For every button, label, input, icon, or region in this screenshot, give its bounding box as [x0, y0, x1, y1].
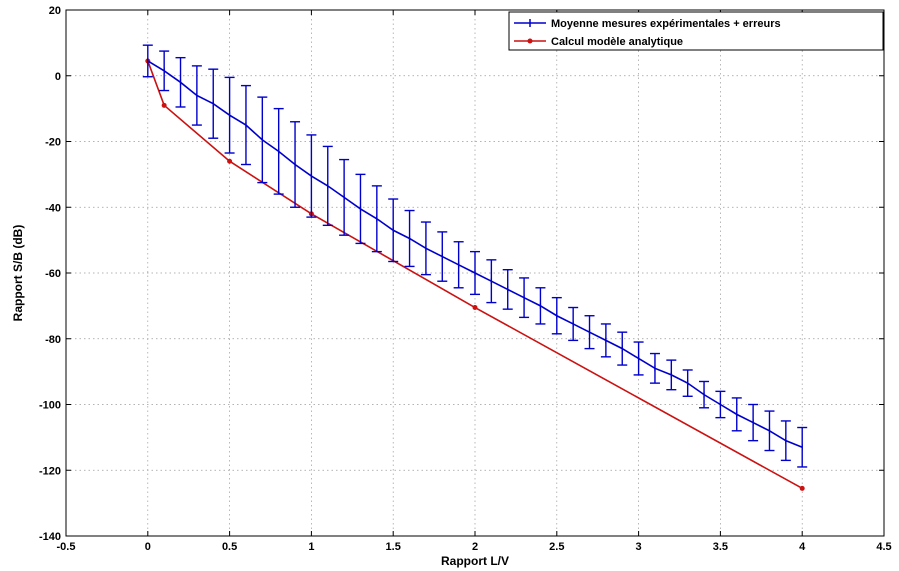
series-line-analytical-model: [147, 60, 803, 490]
x-tick-label: 4.5: [876, 541, 891, 553]
y-tick-label: -100: [39, 400, 61, 412]
legend-box: [508, 11, 884, 51]
x-tick-label: 4: [799, 541, 806, 553]
y-tick-label: -60: [45, 268, 61, 280]
x-tick-label: 2: [472, 541, 478, 553]
y-tick-label: -40: [45, 202, 61, 214]
legend: Moyenne mesures expérimentales + erreurs…: [508, 11, 884, 51]
x-tick-label: 0.5: [222, 541, 237, 553]
y-tick-label: -20: [45, 137, 61, 149]
analytical-model-point: [472, 305, 478, 311]
legend-label-series-1: Moyenne mesures expérimentales + erreurs: [551, 18, 781, 30]
legend-label-series-2: Calcul modèle analytique: [551, 36, 683, 48]
analytical-model-point: [161, 102, 167, 108]
x-tick-label: 1.5: [386, 541, 401, 553]
x-tick-label: -0.5: [57, 541, 76, 553]
x-tick-label: 1: [308, 541, 314, 553]
tick-layer: -0.5 0 0.5 1 1.5 2 2.5 3 3.5 4 4.5 -140 -120 -100 -80 -…: [39, 5, 892, 553]
y-tick-label: 0: [55, 71, 61, 83]
y-tick-label: -80: [45, 334, 61, 346]
grid: [66, 10, 884, 536]
x-tick-label: 2.5: [549, 541, 564, 553]
legend-marker-series-2: [527, 38, 533, 44]
analytical-model-point: [799, 485, 805, 491]
x-tick-label: 0: [145, 541, 151, 553]
x-axis-label: Rapport L/V: [441, 554, 509, 568]
x-tick-label: 3: [636, 541, 642, 553]
y-axis-label: Rapport S/B (dB): [11, 225, 25, 322]
series-layer: [142, 44, 808, 491]
y-tick-label: 20: [49, 5, 61, 17]
x-tick-label: 3.5: [713, 541, 728, 553]
y-tick-label: -140: [39, 531, 61, 543]
analytical-model-point: [227, 158, 233, 164]
y-tick-label: -120: [39, 465, 61, 477]
